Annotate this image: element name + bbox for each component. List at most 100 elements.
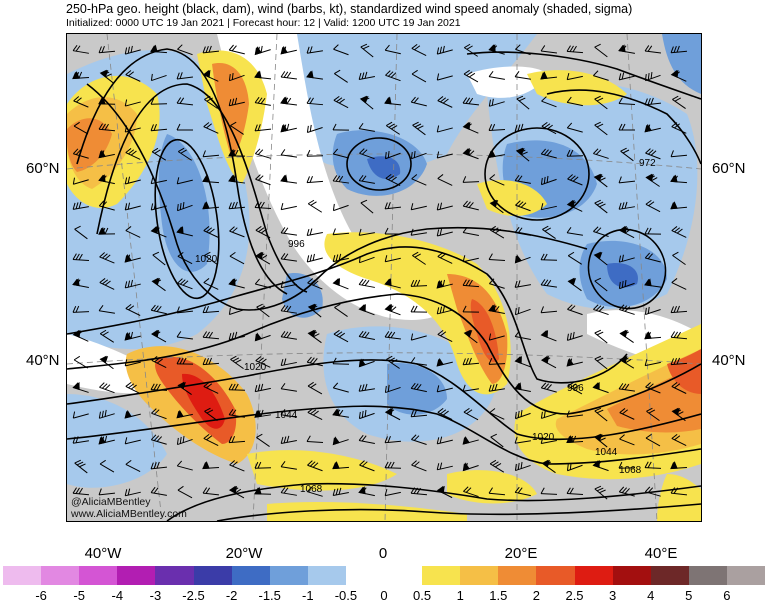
wind-barb xyxy=(124,45,141,55)
wind-barb xyxy=(514,226,531,236)
wind-barb xyxy=(619,304,635,315)
wind-barb xyxy=(306,124,323,133)
wind-barb xyxy=(306,228,323,237)
wind-barb xyxy=(176,97,194,106)
wind-barb xyxy=(410,333,427,341)
wind-barb xyxy=(411,460,427,472)
wind-barb xyxy=(280,123,297,133)
wind-barb xyxy=(307,407,323,421)
wind-barb xyxy=(670,331,688,340)
wind-barb xyxy=(670,487,688,496)
wind-barb xyxy=(463,407,479,421)
wind-barb xyxy=(618,461,636,469)
legend-swatch xyxy=(117,566,156,585)
wind-barb xyxy=(644,278,661,288)
legend-swatch xyxy=(307,566,347,585)
wind-barb xyxy=(437,407,453,421)
wind-barb xyxy=(99,252,115,264)
wind-barb xyxy=(280,96,297,106)
wind-barb xyxy=(386,121,400,135)
wind-barb xyxy=(540,253,558,261)
wind-barb xyxy=(202,331,220,340)
wind-barb xyxy=(593,433,608,448)
contour-label: 1068 xyxy=(619,465,642,476)
wind-barb xyxy=(256,303,270,318)
legend-tick-label: 1 xyxy=(456,588,464,603)
wind-barb xyxy=(644,306,661,315)
wind-barb xyxy=(566,199,583,212)
wind-barb xyxy=(488,383,505,392)
contour-label: 1020 xyxy=(195,254,218,265)
wind-barb xyxy=(644,252,661,263)
wind-barb xyxy=(384,461,402,469)
wind-barb xyxy=(540,45,558,54)
wind-barb xyxy=(151,408,167,420)
wind-barb xyxy=(125,226,141,238)
wind-barb xyxy=(72,305,90,313)
wind-barb xyxy=(540,175,557,186)
wind-barb xyxy=(229,460,245,472)
wind-barb xyxy=(514,174,531,184)
wind-barb xyxy=(150,124,168,132)
wind-barb xyxy=(255,251,271,265)
wind-barb xyxy=(359,148,375,160)
wind-barb xyxy=(358,122,375,132)
wind-barb xyxy=(124,409,141,419)
legend-tick-label: -4 xyxy=(111,588,124,603)
wind-barb xyxy=(594,407,608,422)
wind-barb xyxy=(384,436,402,444)
wind-barb xyxy=(384,96,402,106)
wind-barb xyxy=(540,410,557,419)
wind-barb xyxy=(462,200,479,211)
wind-barb xyxy=(541,121,557,135)
wind-barb xyxy=(332,382,349,393)
legend-swatch xyxy=(269,566,309,585)
wind-barb xyxy=(176,306,194,314)
wind-barb xyxy=(436,485,453,499)
wind-barb xyxy=(384,150,401,160)
wind-barb xyxy=(645,173,660,187)
wind-barb xyxy=(358,303,375,316)
wind-barb xyxy=(125,304,141,316)
wind-barb xyxy=(515,200,531,212)
wind-barb xyxy=(567,174,583,186)
wind-barb xyxy=(515,147,530,162)
wind-barb xyxy=(72,177,89,185)
wind-barb xyxy=(176,460,193,471)
legend-tick-label: -2.5 xyxy=(182,588,205,603)
wind-barb xyxy=(280,227,297,236)
wind-barb xyxy=(670,461,688,470)
wind-barb xyxy=(98,226,116,235)
wind-barb xyxy=(202,461,220,470)
wind-barb xyxy=(644,331,662,340)
wind-barb xyxy=(306,70,323,80)
wind-barb xyxy=(228,97,245,107)
wind-barb xyxy=(358,409,375,420)
legend-swatch xyxy=(726,566,766,585)
wind-barb xyxy=(125,148,141,160)
wind-barb xyxy=(436,125,453,133)
wind-barb xyxy=(332,175,349,184)
legend-swatch xyxy=(231,566,271,585)
wind-barb xyxy=(464,43,478,57)
wind-barb xyxy=(462,97,480,106)
wind-barb xyxy=(384,227,402,235)
wind-barb xyxy=(72,411,89,419)
wind-barb xyxy=(306,486,323,497)
wind-barb xyxy=(98,149,115,159)
positive-anomaly-shading xyxy=(67,50,701,521)
wind-barb xyxy=(618,72,635,81)
wind-barb xyxy=(98,488,116,496)
wind-barb xyxy=(436,151,453,159)
wind-barb xyxy=(671,382,687,394)
wind-barb xyxy=(72,329,89,342)
wind-barb xyxy=(411,174,427,186)
wind-barb xyxy=(566,410,584,418)
wind-barb xyxy=(176,409,193,419)
wind-barb xyxy=(620,147,634,162)
wind-barb xyxy=(202,45,220,54)
wind-barb xyxy=(592,382,609,394)
wind-barb xyxy=(594,199,608,214)
wind-barb xyxy=(98,200,115,211)
wind-barb xyxy=(462,176,480,183)
